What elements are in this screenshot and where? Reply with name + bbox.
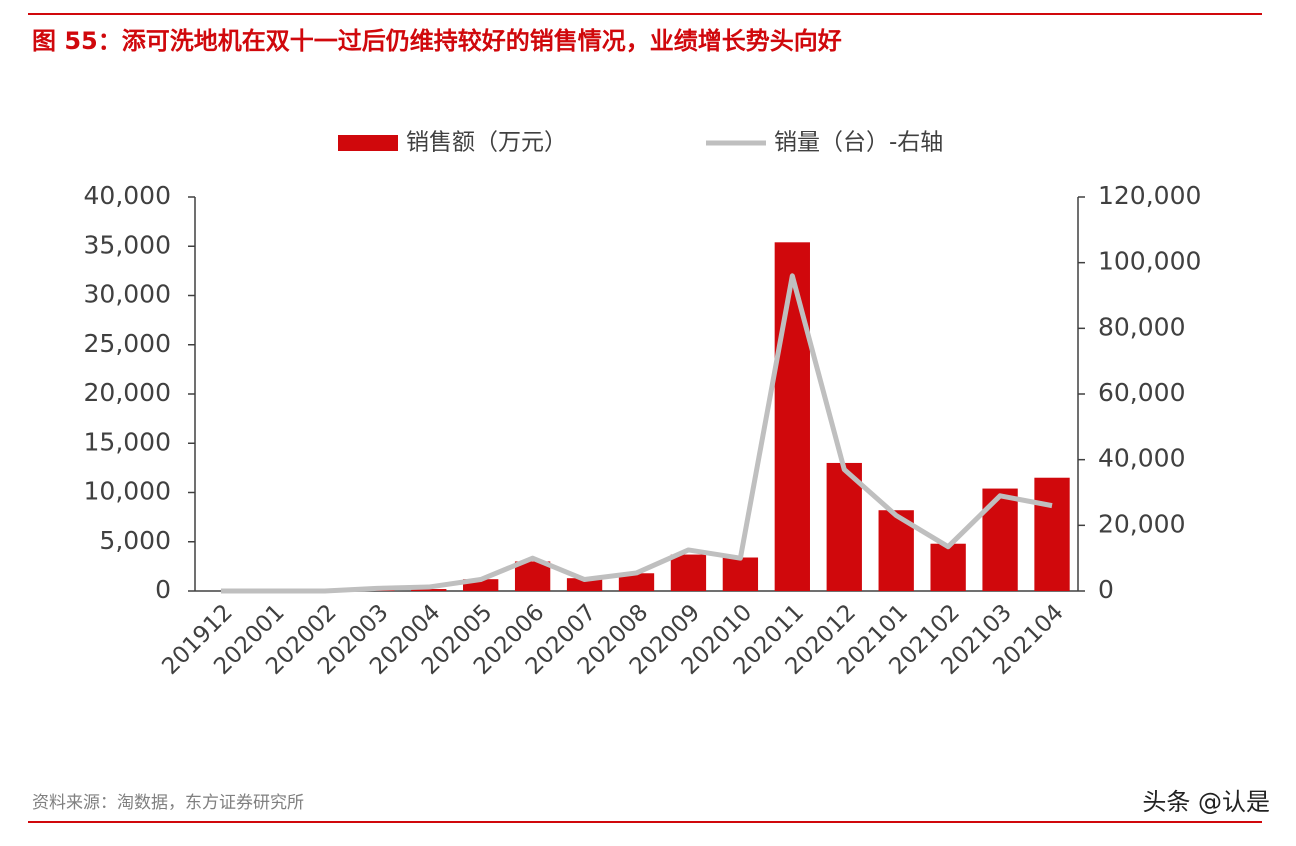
chart-title: 图 55：添可洗地机在双十一过后仍维持较好的销售情况，业绩增长势头向好	[32, 27, 842, 55]
bar	[463, 579, 499, 591]
y2-tick-label: 0	[1098, 575, 1114, 604]
y-tick-label: 20,000	[84, 378, 171, 407]
bar	[566, 578, 603, 591]
bar	[982, 488, 1018, 591]
y-tick-label: 0	[155, 575, 171, 604]
bar	[774, 242, 810, 591]
line	[220, 273, 1053, 594]
bar	[670, 554, 707, 591]
bar	[930, 543, 966, 591]
bar	[826, 462, 862, 591]
y2-tick-label: 120,000	[1098, 181, 1201, 210]
y-tick-label: 25,000	[84, 329, 171, 358]
y-tick-label: 40,000	[84, 181, 171, 210]
y2-tick-label: 40,000	[1098, 444, 1185, 473]
y-tick-label: 35,000	[84, 230, 171, 259]
y2-tick-label: 80,000	[1098, 312, 1185, 341]
bar	[618, 573, 655, 591]
bar	[411, 589, 447, 591]
bar	[722, 557, 759, 591]
bar	[514, 561, 551, 591]
watermark: 头条 @认是	[1142, 788, 1270, 816]
y-tick-label: 10,000	[84, 477, 171, 506]
legend-label: 销量（台）-右轴	[774, 130, 943, 156]
source: 资料来源：淘数据，东方证券研究所	[32, 793, 304, 813]
y2-tick-label: 100,000	[1098, 247, 1201, 276]
legend-swatch	[338, 135, 398, 151]
y-tick-label: 30,000	[84, 280, 171, 309]
bar	[1034, 477, 1070, 591]
y2-tick-label: 60,000	[1098, 378, 1185, 407]
y-tick-label: 15,000	[84, 427, 171, 456]
y2-tick-label: 20,000	[1098, 509, 1185, 538]
y-tick-label: 5,000	[99, 526, 171, 555]
legend-label: 销售额（万元）	[406, 130, 567, 156]
